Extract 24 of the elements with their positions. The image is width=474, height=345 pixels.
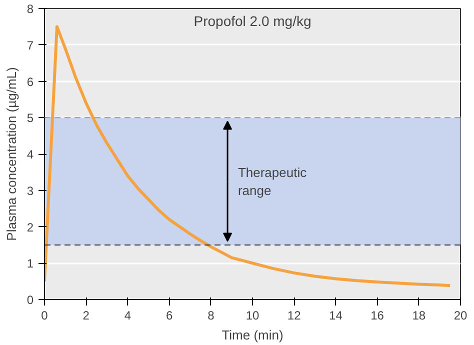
x-tick-label: 2: [82, 308, 90, 322]
x-tick-label: 10: [246, 308, 260, 322]
y-tick-label: 4: [26, 148, 34, 162]
y-tick-label: 5: [26, 111, 34, 126]
y-tick-label: 0: [26, 293, 34, 307]
x-tick-label: 8: [208, 308, 215, 322]
y-tick-label: 3: [26, 184, 34, 198]
x-tick-label: 16: [370, 308, 384, 322]
y-tick-label: 7: [26, 38, 34, 52]
x-tick-label: 12: [287, 308, 302, 322]
y-axis-title: Plasma concentration (µg/mL): [4, 67, 19, 241]
x-tick-label: 0: [41, 308, 48, 322]
y-tick-label: 1: [26, 256, 34, 271]
y-tick-label: 2: [26, 220, 34, 234]
y-tick-label: 8: [26, 2, 34, 16]
x-tick-label: 6: [166, 308, 173, 322]
band-label: Therapeutic range: [238, 164, 308, 198]
x-axis-title: Time (min): [222, 328, 284, 342]
x-tick-label: 18: [412, 308, 426, 322]
y-tick-label: 6: [26, 74, 34, 89]
x-tick-label: 14: [329, 308, 343, 322]
chart-title: Propofol 2.0 mg/kg: [194, 13, 312, 30]
x-tick-label: 4: [124, 308, 132, 322]
x-tick-label: 20: [454, 308, 468, 322]
